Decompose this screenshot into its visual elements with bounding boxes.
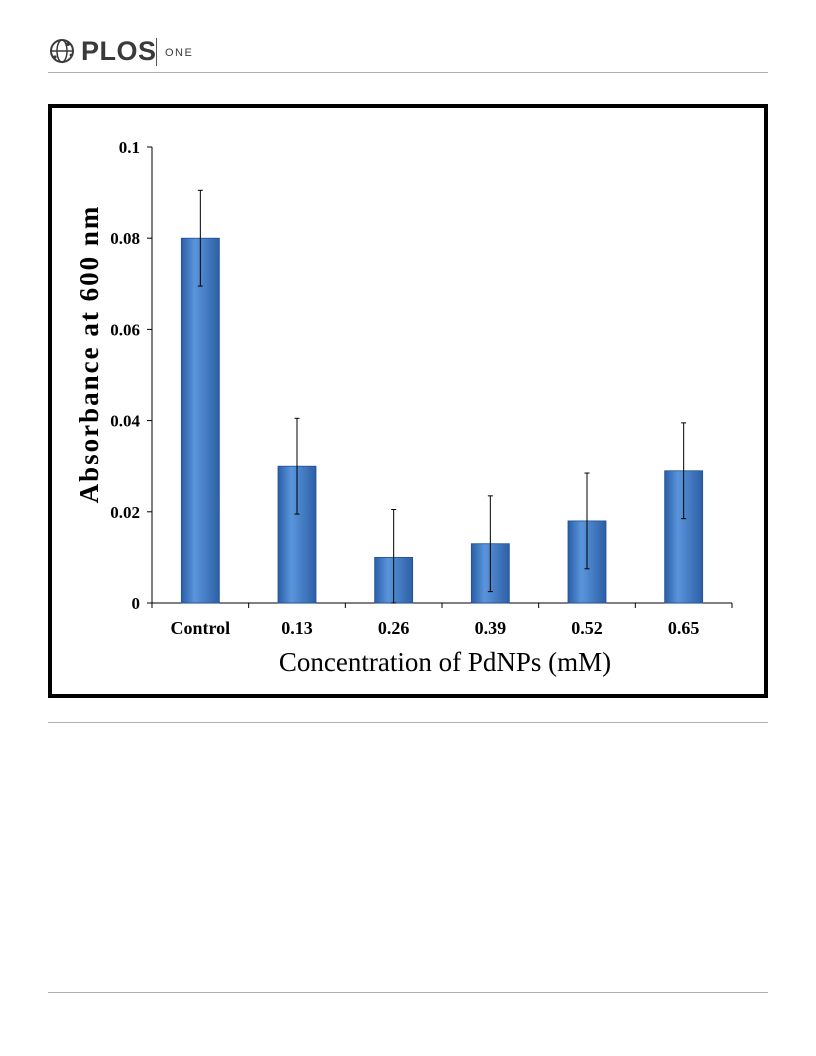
x-tick-label: 0.26 <box>378 618 410 638</box>
x-tick-label: Control <box>170 618 230 638</box>
brand-name: PLOS <box>81 36 157 66</box>
x-tick-label: 0.52 <box>571 618 603 638</box>
y-tick-label: 0.1 <box>119 138 140 157</box>
brand-subname: ONE <box>165 47 194 59</box>
y-tick-label: 0.08 <box>110 229 140 248</box>
plot-area: 0 0.02 0.04 0.06 0.08 0.1 Control 0.13 0.26 0.39 0… <box>110 138 733 638</box>
y-axis-label: Absorbance at 600 nm <box>74 205 104 504</box>
journal-header: PLOS ONE <box>48 34 768 70</box>
y-tick-label: 0.04 <box>110 412 140 431</box>
header-rule <box>48 72 768 73</box>
footer-rule <box>48 992 768 993</box>
y-tick-label: 0.02 <box>110 503 140 522</box>
x-tick-label: 0.65 <box>668 618 700 638</box>
x-tick-label: 0.13 <box>281 618 313 638</box>
x-tick-label: 0.39 <box>475 618 507 638</box>
figure-bottom-rule <box>48 722 768 723</box>
y-tick-label: 0 <box>132 594 141 613</box>
plos-globe-icon <box>50 39 74 63</box>
x-axis-label: Concentration of PdNPs (mM) <box>279 647 611 677</box>
y-tick-label: 0.06 <box>110 320 140 339</box>
figure-frame: 0 0.02 0.04 0.06 0.08 0.1 Control 0.13 0.26 0.39 0… <box>48 104 768 698</box>
bar <box>180 237 220 604</box>
bar-chart: 0 0.02 0.04 0.06 0.08 0.1 Control 0.13 0.26 0.39 0… <box>74 138 733 677</box>
brand-divider <box>156 38 157 66</box>
